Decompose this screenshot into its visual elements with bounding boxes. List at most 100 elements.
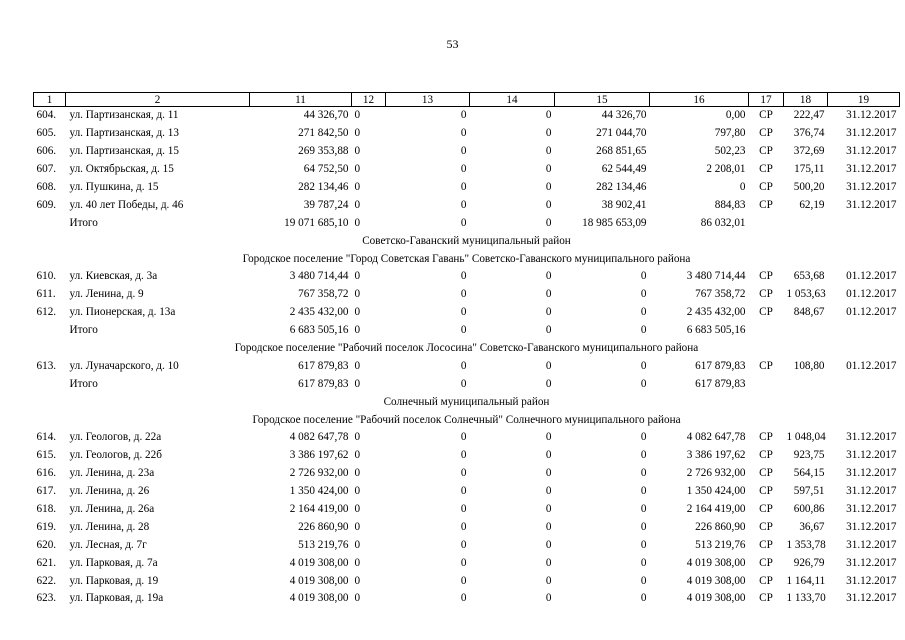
address: Итого (69, 324, 98, 337)
col-14-value: 0 (545, 592, 552, 605)
col-14-value: 0 (545, 127, 552, 140)
col-15-value: 0 (640, 467, 647, 480)
col-12-value: 0 (354, 324, 361, 337)
col-11-value: 4 019 308,00 (289, 574, 349, 587)
col-19-date: 31.12.2017 (846, 181, 897, 193)
column-header: 15 (554, 92, 650, 107)
col-13-value: 0 (460, 127, 467, 140)
col-18-value: 376,74 (793, 127, 825, 140)
col-14-value: 0 (545, 109, 552, 122)
column-header: 19 (827, 92, 900, 107)
col-18-value: 500,20 (793, 181, 825, 193)
col-17-value: СР (759, 485, 773, 498)
address: Итого (69, 377, 98, 390)
col-18-value: 597,51 (793, 485, 825, 498)
col-19-date: 31.12.2017 (846, 556, 897, 569)
col-11-value: 4 019 308,00 (289, 592, 349, 605)
page-number: 53 (446, 37, 459, 51)
col-19-date: 31.12.2017 (846, 145, 897, 158)
col-14-value: 0 (545, 216, 552, 229)
col-16-value: 4 019 308,00 (686, 592, 746, 605)
row-number (34, 214, 66, 232)
row-number: 605. (36, 127, 57, 140)
col-12-value: 0 (354, 216, 361, 229)
col-16-value: 1 350 424,00 (686, 485, 746, 498)
col-15-value: 0 (640, 503, 647, 516)
col-13-value: 0 (460, 163, 467, 176)
col-12-value: 0 (354, 377, 361, 390)
row-number: 612. (36, 306, 57, 319)
col-13-value: 0 (460, 592, 467, 605)
col-16-value: 86 032,01 (700, 216, 746, 229)
col-13-value: 0 (460, 288, 467, 301)
col-11-value: 282 134,46 (298, 181, 349, 193)
column-header: 14 (469, 92, 555, 107)
col-14-value: 0 (545, 467, 552, 480)
col-12-value: 0 (354, 520, 361, 533)
col-17-value: СР (759, 127, 773, 140)
table-row: 623. ул. Парковая, д. 19а 4 019 308,00 0 0 0 0… (34, 590, 900, 608)
col-14-value: 0 (545, 270, 552, 283)
table-row: 622. ул. Парковая, д. 19 4 019 308,00 0 0 0 0 4… (34, 572, 900, 590)
col-12-value: 0 (354, 449, 361, 462)
col-17-value: СР (759, 503, 773, 516)
address: ул. Ленина, д. 28 (69, 520, 150, 533)
col-17-value: СР (759, 538, 773, 551)
col-18-value: 222,47 (793, 109, 825, 122)
col-14-value: 0 (545, 449, 552, 462)
row-number: 606. (36, 145, 57, 158)
col-16-value: 767 358,72 (695, 288, 746, 301)
table-row: 608. ул. Пушкина, д. 15 282 134,46 0 0 0 282 1… (34, 179, 900, 197)
address: ул. Киевская, д. 3а (69, 270, 158, 283)
col-13-value: 0 (460, 503, 467, 516)
col-17-value (749, 375, 784, 393)
col-11-value: 39 787,24 (303, 198, 349, 211)
col-12-value: 0 (354, 467, 361, 480)
col-13-value: 0 (460, 145, 467, 158)
col-13-value: 0 (460, 324, 467, 337)
col-15-value: 0 (640, 431, 647, 444)
col-13-value: 0 (460, 306, 467, 319)
address: ул. Пушкина, д. 15 (69, 181, 159, 193)
col-17-value: СР (759, 288, 773, 301)
col-11-value: 3 480 714,44 (289, 270, 349, 283)
address: ул. Луначарского, д. 10 (69, 359, 179, 372)
col-15-value: 0 (640, 449, 647, 462)
column-header: 2 (65, 92, 250, 107)
column-header: 18 (783, 92, 828, 107)
col-18-value (784, 375, 828, 393)
col-17-value: СР (759, 520, 773, 533)
col-16-value: 2 208,01 (706, 163, 746, 176)
col-11-value: 271 842,50 (298, 127, 349, 140)
address: ул. Парковая, д. 19 (69, 574, 159, 587)
section-title: Городское поселение "Рабочий поселок Сол… (252, 413, 681, 426)
col-15-value: 18 985 653,09 (582, 216, 647, 229)
col-13-value: 0 (460, 181, 467, 193)
col-19-date: 31.12.2017 (846, 538, 897, 551)
row-number: 617. (36, 485, 57, 498)
col-12-value: 0 (354, 270, 361, 283)
col-14-value: 0 (545, 324, 552, 337)
col-18-value: 600,86 (793, 503, 825, 516)
col-19-date: 31.12.2017 (846, 503, 897, 516)
registry-table: 1 2 11 12 13 14 15 16 17 18 19 604. ул. П… (33, 92, 900, 608)
col-15-value: 282 134,46 (596, 181, 647, 193)
address: ул. Лесная, д. 7г (69, 538, 147, 551)
col-15-value: 0 (640, 592, 647, 605)
row-number: 615. (36, 449, 57, 462)
section-title: Городское поселение "Город Советская Гав… (242, 252, 691, 265)
col-15-value: 0 (640, 306, 647, 319)
col-13-value: 0 (460, 556, 467, 569)
col-19-date (828, 322, 900, 340)
table-row: Итого 19 071 685,10 0 0 0 18 985 653,09 86 032… (34, 214, 900, 232)
col-17-value: СР (759, 270, 773, 283)
col-18-value: 108,80 (793, 359, 825, 372)
col-19-date: 01.12.2017 (846, 288, 897, 301)
col-14-value: 0 (545, 288, 552, 301)
col-16-value: 2 164 419,00 (686, 503, 746, 516)
col-15-value: 0 (640, 485, 647, 498)
col-11-value: 269 353,88 (298, 145, 349, 158)
col-13-value: 0 (460, 109, 467, 122)
address: ул. Ленина, д. 26 (69, 485, 150, 498)
col-19-date: 31.12.2017 (846, 467, 897, 480)
